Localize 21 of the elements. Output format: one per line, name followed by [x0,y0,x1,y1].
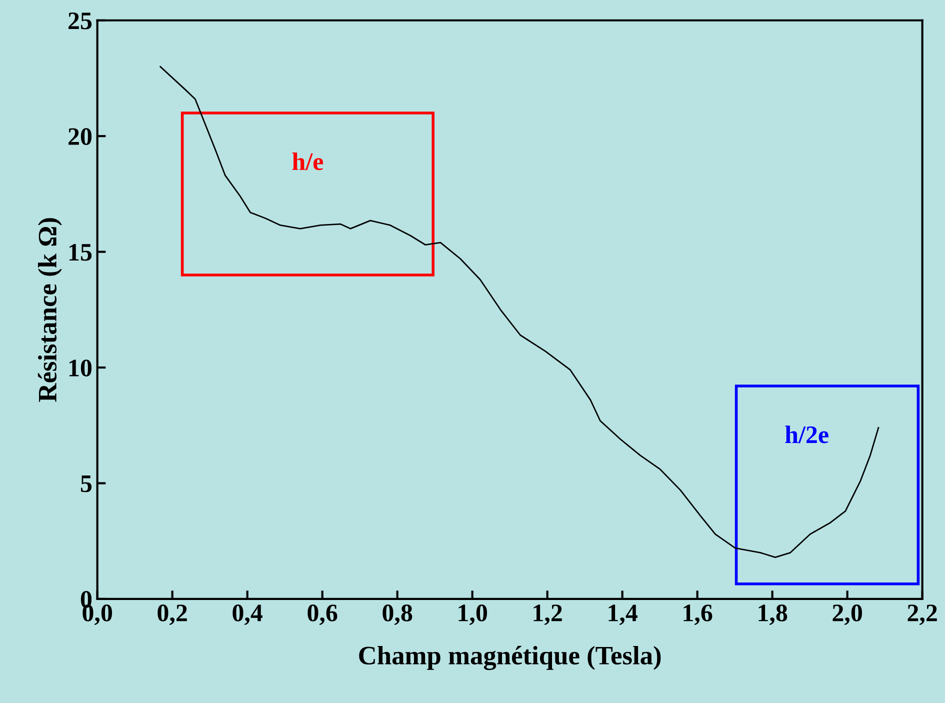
y-tick-label: 25 [68,12,92,30]
x-tick-label: 1,6 [684,604,712,626]
x-tick-label: 2,0 [832,604,862,626]
x-tick-label: 1,4 [608,604,638,626]
x-tick-label: 1,2 [534,604,562,626]
x-tick-label: 1,8 [758,604,788,626]
x-axis-title: Champ magnétique (Tesla) [359,646,661,670]
x-tick-label: 2,2 [908,604,937,626]
annotation: h/2e [785,426,828,444]
y-tick-label: 5 [80,476,92,492]
y-tick-label: 10 [69,360,92,376]
y-axis-title: Résistance (k Ω) [38,218,62,402]
line-series [160,66,880,558]
x-tick-label: 0,2 [158,604,187,626]
x-tick-label: 1,0 [458,604,487,626]
x-tick-label: 0,4 [232,604,262,626]
x-tick-label: 0,8 [382,604,412,626]
y-tick-label: 20 [68,128,92,146]
x-tick-label: 0,6 [308,604,338,626]
annotation: h/e [292,152,324,170]
y-tick-label: 15 [69,244,92,261]
